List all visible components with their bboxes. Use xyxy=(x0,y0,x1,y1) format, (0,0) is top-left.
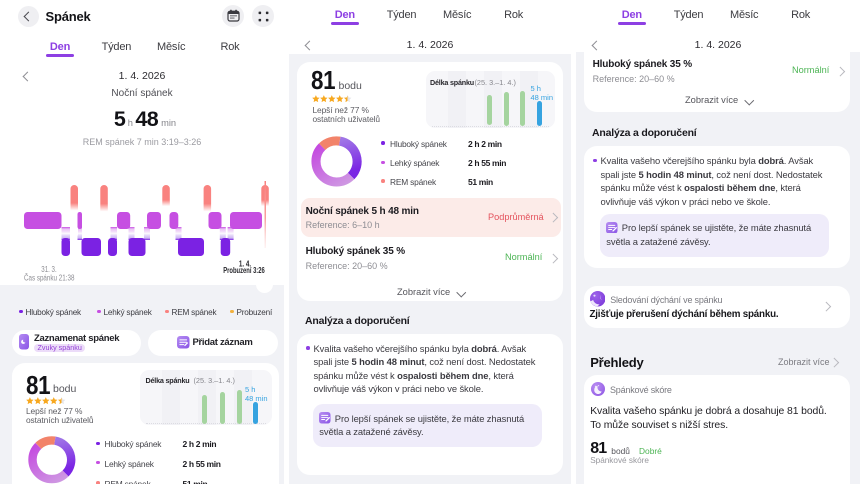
svg-text:Probuzení 3:26: Probuzení 3:26 xyxy=(223,266,265,275)
svg-text:Čas spánku 21:38: Čas spánku 21:38 xyxy=(24,274,75,283)
svg-text:31. 3.: 31. 3. xyxy=(41,265,56,274)
svg-text:1. 4.: 1. 4. xyxy=(239,260,251,269)
